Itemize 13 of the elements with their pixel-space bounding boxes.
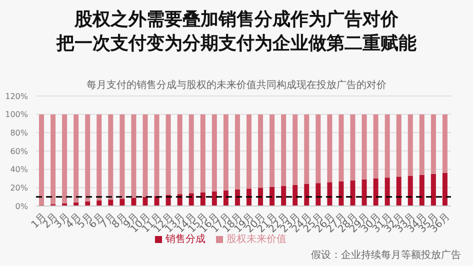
- chart-title: 股权之外需要叠加销售分成作为广告对价: [73, 8, 400, 32]
- y-tick-label: 0%: [15, 202, 28, 211]
- chart-subtitle: 把一次支付变为分期支付为企业做第二重赋能: [55, 32, 418, 56]
- y-tick-label: 120%: [5, 92, 28, 101]
- text: 每月支付的销售分成与股权的未来价值共同构成现在投放广告的对价: [86, 78, 388, 92]
- text: 假设：企业持续每月等额投放广告: [311, 248, 461, 262]
- y-tick-label: 60%: [10, 146, 28, 156]
- y-tick-label: 40%: [10, 165, 28, 174]
- y-tick-label: 100%: [5, 110, 28, 120]
- legend-label: 销售分成: [166, 234, 206, 245]
- y-tick-label: 80%: [10, 128, 28, 138]
- legend-label: 股权未来价值: [226, 234, 286, 245]
- y-tick-label: 20%: [10, 184, 28, 193]
